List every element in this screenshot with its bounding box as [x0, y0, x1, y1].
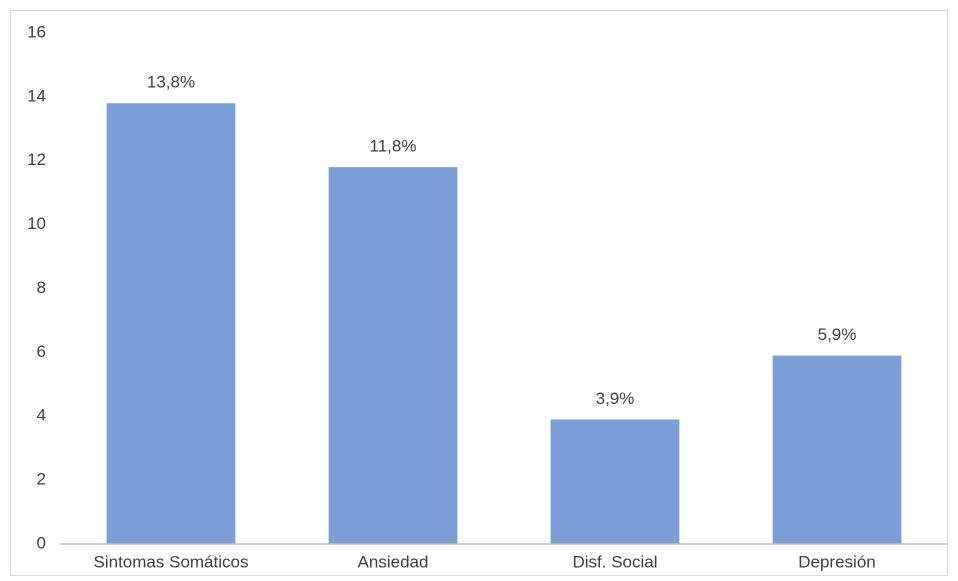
data-label: 13,8%	[147, 73, 195, 92]
data-label: 3,9%	[596, 389, 635, 408]
x-tick-label: Disf. Social	[572, 552, 657, 571]
bar	[550, 419, 680, 544]
bar	[328, 167, 458, 544]
data-label: 11,8%	[370, 137, 417, 156]
x-tick-label: Ansiedad	[358, 552, 429, 571]
x-tick-label: Depresión	[798, 552, 876, 571]
y-tick-label: 14	[27, 86, 46, 105]
y-tick-label: 0	[37, 533, 46, 552]
y-tick-label: 12	[27, 150, 46, 169]
bar	[106, 103, 236, 544]
data-label: 5,9%	[818, 325, 857, 344]
y-tick-label: 8	[37, 278, 46, 297]
y-tick-label: 16	[27, 22, 46, 41]
y-tick-label: 4	[37, 406, 46, 425]
y-tick-label: 2	[37, 470, 46, 489]
y-tick-label: 6	[37, 342, 46, 361]
y-tick-label: 10	[27, 214, 46, 233]
x-tick-label: Sintomas Somáticos	[94, 552, 249, 571]
bar	[772, 355, 902, 544]
